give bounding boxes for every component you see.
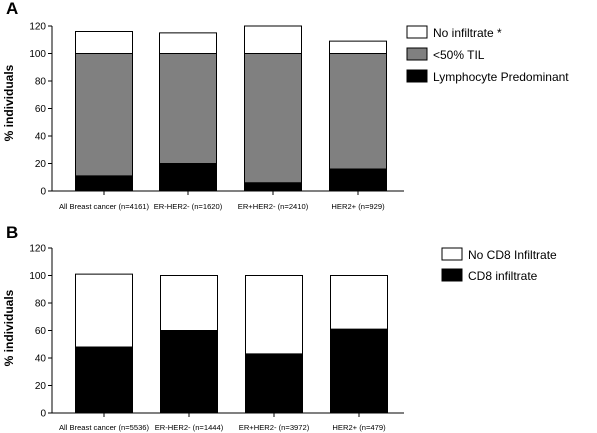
panel-a-y-tick-label: 20 <box>35 159 47 170</box>
panel-b-category-label: HER2+ (n=479) <box>332 423 386 432</box>
panel-a-legend-label-lymphocyte-predominant: Lymphocyte Predominant <box>433 70 569 84</box>
panel-a: A % individuals 0 20 40 60 80 100 120 All Breas… <box>2 0 569 211</box>
panel-a-bar-50-til-1 <box>75 53 133 177</box>
panel-b-axes: 0 20 40 60 80 100 120 All Breast cancer (n=5536… <box>29 244 404 432</box>
panel-b: B % individuals 0 20 40 60 80 100 120 All Breas… <box>2 223 557 432</box>
panel-a-legend-swatch-no-infiltrate <box>406 25 428 39</box>
panel-b-bar-cd8-infiltrate-3 <box>245 353 303 414</box>
panel-a-y-tick-label: 60 <box>35 104 47 115</box>
panel-b-letter: B <box>6 223 18 242</box>
panel-a-letter: A <box>6 0 18 18</box>
panel-a-y-tick-label: 0 <box>40 187 46 198</box>
panel-a-category-label: All Breast cancer (n=4161) <box>59 202 150 211</box>
panel-a-legend-swatch-lymphocyte-predominant <box>406 69 428 83</box>
panel-a-category-label: HER2+ (n=929) <box>331 202 385 211</box>
panel-a-bar-50-til-3 <box>244 53 302 184</box>
panel-b-y-tick-label: 20 <box>35 381 47 392</box>
panel-b-y-tick-label: 60 <box>35 326 47 337</box>
panel-a-bar-lymphocyte-predominant-3 <box>244 182 302 192</box>
panel-a-y-tick-label: 80 <box>35 77 47 88</box>
panel-a-bar-no-infiltrate-3 <box>244 25 302 54</box>
panel-b-y-axis-label: % individuals <box>2 289 16 366</box>
panel-a-bar-no-infiltrate-2 <box>159 32 217 54</box>
panel-b-category-label: ER+HER2- (n=3972) <box>239 423 310 432</box>
panel-b-legend-label-cd8-infiltrate: CD8 infiltrate <box>468 269 538 283</box>
panel-b-legend-swatch-no-cd8-infiltrate <box>441 247 463 261</box>
panel-a-category-label: ER+HER2- (n=2410) <box>238 202 309 211</box>
panel-b-bars <box>75 273 388 414</box>
panel-b-legend-swatch-cd8-infiltrate <box>441 268 463 282</box>
panel-a-bar-50-til-2 <box>159 53 217 164</box>
panel-a-bar-lymphocyte-predominant-2 <box>159 163 217 192</box>
panel-b-category-label: All Breast cancer (n=5536) <box>59 423 150 432</box>
panel-a-bar-no-infiltrate-1 <box>75 31 133 54</box>
panel-a-bar-lymphocyte-predominant-1 <box>75 175 133 192</box>
panel-b-y-tick-label: 80 <box>35 299 47 310</box>
panel-a-legend-swatch-50-til <box>406 47 428 61</box>
panel-b-bar-no-cd8-infiltrate-2 <box>160 275 218 331</box>
panel-b-bar-cd8-infiltrate-2 <box>160 330 218 414</box>
panel-b-legend: No CD8 Infiltrate CD8 infiltrate <box>441 247 557 283</box>
panel-a-legend-label-50-til: <50% TIL <box>433 48 485 62</box>
panel-b-y-tick-label: 120 <box>29 244 46 255</box>
panel-a-legend-label-no-infiltrate: No infiltrate * <box>433 26 502 40</box>
panel-b-bar-cd8-infiltrate-1 <box>75 346 133 414</box>
panel-b-bar-cd8-infiltrate-4 <box>330 328 388 414</box>
panel-b-legend-label-no-cd8-infiltrate: No CD8 Infiltrate <box>468 248 557 262</box>
panel-a-category-label: ER-HER2- (n=1620) <box>154 202 223 211</box>
panel-b-category-label: ER-HER2- (n=1444) <box>155 423 224 432</box>
panel-a-bars <box>75 25 387 192</box>
panel-b-bar-no-cd8-infiltrate-4 <box>330 275 388 330</box>
panel-b-bar-no-cd8-infiltrate-3 <box>245 275 303 355</box>
panel-b-y-tick-label: 100 <box>29 271 46 282</box>
panel-b-y-tick-label: 40 <box>35 354 47 365</box>
panel-a-bar-lymphocyte-predominant-4 <box>329 168 387 192</box>
panel-a-y-tick-label: 100 <box>29 49 46 60</box>
panel-b-y-tick-label: 0 <box>40 409 46 420</box>
panel-a-legend: No infiltrate * <50% TIL Lymphocyte Predom… <box>406 25 569 84</box>
panel-b-bar-no-cd8-infiltrate-1 <box>75 273 133 348</box>
panel-a-bar-no-infiltrate-4 <box>329 40 387 54</box>
panel-a-bar-50-til-4 <box>329 53 387 170</box>
panel-a-y-tick-label: 40 <box>35 132 47 143</box>
panel-a-y-tick-label: 120 <box>29 22 46 33</box>
panel-a-y-axis-label: % individuals <box>2 64 16 141</box>
